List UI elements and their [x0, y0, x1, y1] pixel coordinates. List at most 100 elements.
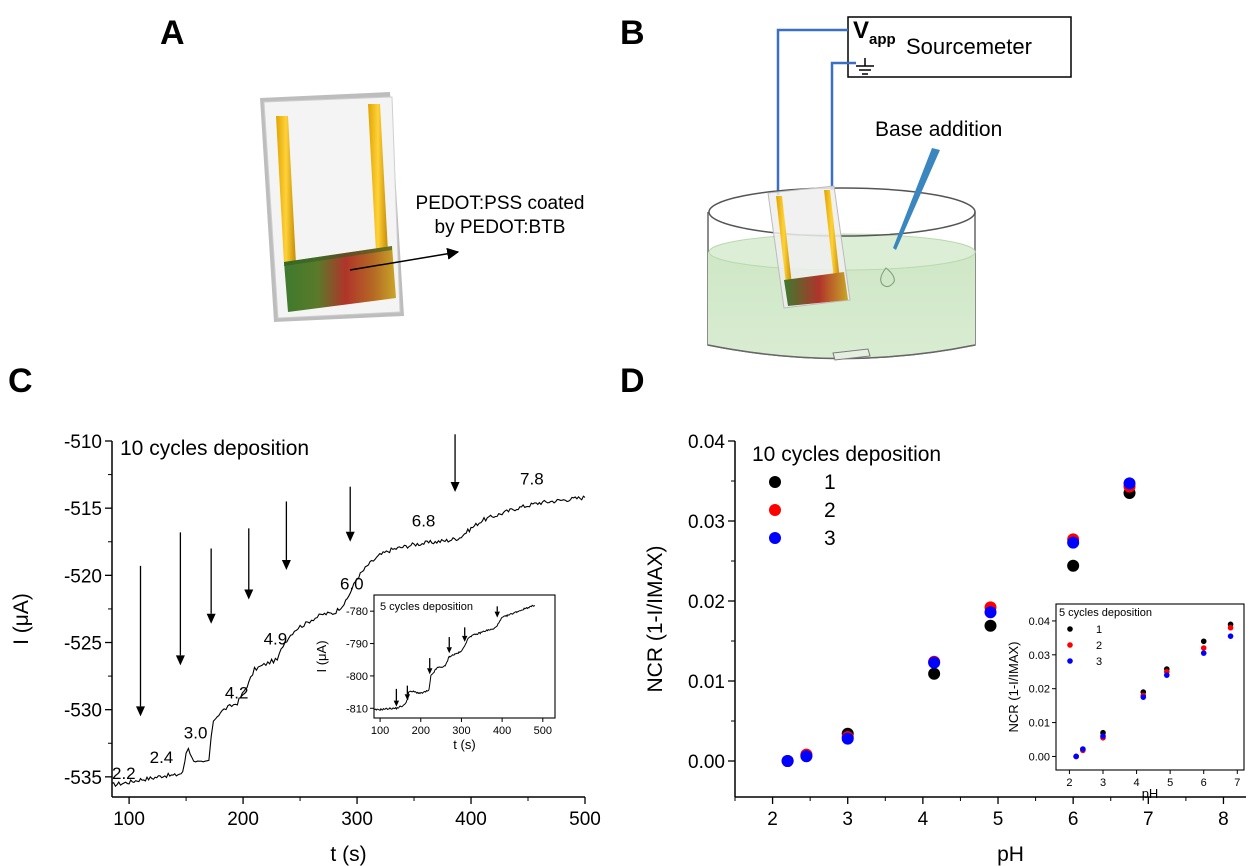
c-ph-label: 2.4	[150, 748, 174, 767]
d-inset-y-tick-label: 0.00	[1029, 751, 1050, 763]
c-y-axis-label: I (μA)	[10, 593, 33, 645]
d-inset-legend-title: 5 cycles deposition	[1059, 607, 1152, 619]
c-inset-arrow-head	[404, 694, 411, 701]
d-y-tick-label: 0.03	[688, 512, 725, 533]
d-x-tick-label: 4	[918, 809, 929, 830]
c-inset-y-tick-label: -810	[346, 703, 368, 715]
d-y-tick-label: 0.04	[688, 432, 725, 453]
c-inset-x-tick-label: 100	[371, 725, 389, 737]
c-addition-arrow-head	[135, 706, 145, 717]
c-current-trace	[111, 495, 586, 788]
c-y-tick-label: -530	[64, 701, 102, 722]
d-y-axis-label: NCR (1-I/IMAX)	[644, 546, 667, 693]
film-label: PEDOT:PSS coated by PEDOT:BTB	[410, 192, 590, 240]
c-ph-label: 6.0	[340, 574, 364, 593]
c-y-tick-label: -535	[64, 768, 102, 789]
d-inset-point-series-3	[1073, 753, 1079, 760]
c-addition-arrow-2	[175, 532, 185, 666]
c-inset-arrow-head	[393, 700, 400, 707]
c-ph-label: 6.8	[412, 511, 436, 530]
d-inset-point-series-2	[1200, 645, 1207, 651]
d-inset-legend-label-1: 1	[1096, 624, 1102, 636]
d-inset-y-tick-label: 0.02	[1029, 684, 1050, 696]
film-label-line2: by PEDOT:BTB	[434, 217, 566, 238]
d-point-series-3	[928, 656, 941, 669]
c-ph-label: 2.2	[112, 764, 136, 783]
d-point-series-1	[1067, 559, 1080, 572]
d-inset-x-tick-label: 2	[1066, 777, 1072, 789]
d-legend-label-1: 1	[824, 471, 836, 494]
c-inset-y-tick-label: -780	[346, 606, 368, 618]
d-inset-x-tick-label: 4	[1134, 777, 1140, 789]
c-addition-arrow-head	[206, 613, 216, 624]
c-x-axis-label: t (s)	[330, 843, 366, 866]
d-inset-legend-marker-3	[1067, 658, 1073, 664]
c-ph-label: 4.2	[225, 683, 249, 702]
c-inset-arrow-6	[494, 606, 500, 618]
d-inset-point-series-3	[1100, 733, 1106, 739]
c-inset-arrow-head	[446, 647, 452, 654]
d-legend-label-3: 3	[824, 527, 836, 550]
c-inset-arrow-2	[404, 685, 411, 701]
d-point-series-1	[928, 667, 941, 680]
d-y-tick-label: 0.00	[688, 752, 725, 773]
c-inset-arrow-5	[462, 627, 468, 642]
c-addition-arrow-head	[281, 559, 291, 570]
c-inset-arrow-4	[446, 637, 452, 654]
d-point-series-3	[1123, 477, 1136, 490]
d-inset-y-tick-label: 0.04	[1029, 616, 1050, 628]
c-inset-frame	[373, 594, 556, 719]
d-inset-point-series-3	[1163, 672, 1170, 678]
c-inset-x-axis-label: t (s)	[453, 737, 475, 752]
c-inset-y-tick-label: -790	[346, 639, 368, 651]
d-inset-x-axis-label: pH	[1142, 786, 1159, 801]
d-legend-marker-2	[769, 504, 781, 516]
c-addition-arrow-5	[281, 501, 291, 570]
c-addition-arrow-3	[206, 548, 216, 624]
c-inset-arrow-head	[427, 668, 433, 675]
d-point-series-3	[1067, 536, 1080, 549]
d-point-series-3	[781, 755, 794, 767]
d-x-tick-label: 6	[1068, 809, 1079, 830]
c-addition-arrow-6	[345, 486, 355, 542]
d-y-tick-label: 0.01	[688, 672, 725, 693]
d-inset-x-tick-label: 7	[1234, 777, 1240, 789]
d-x-tick-label: 8	[1218, 809, 1229, 830]
d-inset-point-series-2	[1227, 624, 1234, 631]
d-x-tick-label: 5	[993, 809, 1004, 830]
d-inset-point-series-1	[1200, 638, 1207, 645]
c-x-tick-label: 300	[341, 809, 373, 830]
c-x-tick-label: 100	[113, 809, 145, 830]
c-y-tick-label: -515	[64, 499, 102, 520]
c-addition-arrow-head	[450, 482, 460, 493]
vapp-main: V	[853, 17, 870, 44]
d-inset-point-series-3	[1227, 633, 1234, 639]
d-inset-x-tick-label: 6	[1201, 777, 1207, 789]
d-y-tick-label: 0.02	[688, 592, 725, 613]
d-inset-legend-label-3: 3	[1096, 656, 1102, 668]
d-x-axis-label: pH	[997, 843, 1024, 866]
d-legend-marker-1	[769, 476, 781, 488]
d-inset-y-tick-label: 0.01	[1029, 718, 1050, 730]
d-inset-point-series-3	[1140, 694, 1147, 700]
panel-letter-c: C	[8, 362, 33, 400]
c-addition-arrow-4	[244, 528, 254, 600]
d-point-series-3	[800, 750, 813, 763]
d-inset-legend-marker-2	[1067, 642, 1073, 648]
c-y-tick-label: -520	[64, 566, 102, 587]
c-inset-arrow-1	[393, 688, 400, 707]
c-x-tick-label: 500	[569, 809, 601, 830]
d-legend-title: 10 cycles deposition	[752, 443, 941, 466]
d-x-tick-label: 7	[1143, 809, 1154, 830]
c-inset-trace	[374, 604, 536, 711]
c-y-tick-label: -525	[64, 634, 102, 655]
d-inset-x-tick-label: 5	[1167, 777, 1173, 789]
d-point-series-3	[841, 732, 854, 745]
c-inset-arrow-head	[462, 635, 468, 642]
d-inset-point-series-3	[1080, 746, 1086, 752]
c-inset-annotation: 5 cycles deposition	[380, 601, 473, 613]
c-inset-x-tick-label: 400	[493, 725, 511, 737]
panel-letter-d: D	[620, 362, 645, 400]
c-x-tick-label: 200	[227, 809, 259, 830]
